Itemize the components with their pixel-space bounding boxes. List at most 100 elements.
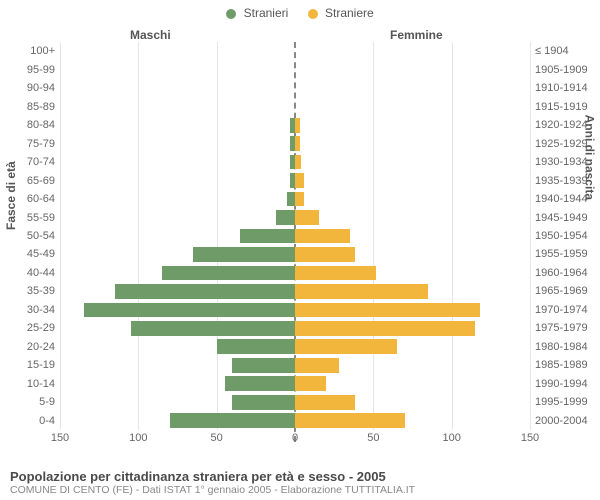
bar-female: [295, 247, 355, 262]
birth-year-label: 1980-1984: [535, 341, 598, 353]
pyramid-row: 40-441960-1964: [60, 264, 530, 282]
bar-female: [295, 210, 319, 225]
pyramid-row: 35-391965-1969: [60, 282, 530, 300]
plot-area: 100+≤ 190495-991905-190990-941910-191485…: [60, 42, 530, 442]
column-label-female: Femmine: [390, 28, 443, 42]
age-group-label: 20-24: [10, 341, 55, 353]
bar-female: [295, 266, 376, 281]
bar-female: [295, 413, 405, 428]
birth-year-label: 1960-1964: [535, 267, 598, 279]
legend-item-female: Straniere: [308, 6, 374, 20]
bar-male: [193, 247, 295, 262]
birth-year-label: 1970-1974: [535, 304, 598, 316]
legend-swatch-male: [226, 9, 236, 19]
bar-female: [295, 339, 397, 354]
bar-male: [225, 376, 296, 391]
pyramid-row: 0-42000-2004: [60, 412, 530, 430]
legend-label-male: Stranieri: [244, 6, 289, 20]
birth-year-label: 1935-1939: [535, 175, 598, 187]
pyramid-row: 15-191985-1989: [60, 356, 530, 374]
chart-title: Popolazione per cittadinanza straniera p…: [10, 469, 590, 484]
age-group-label: 75-79: [10, 138, 55, 150]
birth-year-label: 1990-1994: [535, 378, 598, 390]
birth-year-label: 1940-1944: [535, 193, 598, 205]
pyramid-row: 10-141990-1994: [60, 375, 530, 393]
age-group-label: 50-54: [10, 230, 55, 242]
birth-year-label: 1945-1949: [535, 212, 598, 224]
pyramid-rows: 100+≤ 190495-991905-190990-941910-191485…: [60, 42, 530, 430]
birth-year-label: 1965-1969: [535, 285, 598, 297]
bar-female: [295, 321, 475, 336]
bar-female: [295, 173, 304, 188]
age-group-label: 85-89: [10, 101, 55, 113]
pyramid-row: 30-341970-1974: [60, 301, 530, 319]
birth-year-label: 1975-1979: [535, 322, 598, 334]
legend-item-male: Stranieri: [226, 6, 288, 20]
pyramid-row: 45-491955-1959: [60, 245, 530, 263]
x-tick-left: 150: [51, 432, 69, 444]
pyramid-row: 25-291975-1979: [60, 319, 530, 337]
x-tick-left: 100: [129, 432, 147, 444]
pyramid-row: 5-91995-1999: [60, 393, 530, 411]
age-group-label: 65-69: [10, 175, 55, 187]
bar-male: [115, 284, 295, 299]
pyramid-row: 100+≤ 1904: [60, 42, 530, 60]
bar-female: [295, 358, 339, 373]
age-group-label: 55-59: [10, 212, 55, 224]
bar-female: [295, 192, 304, 207]
population-pyramid-chart: Stranieri Straniere Maschi Femmine Fasce…: [0, 0, 600, 500]
birth-year-label: 1905-1909: [535, 64, 598, 76]
bar-female: [295, 284, 428, 299]
bar-female: [295, 136, 300, 151]
bar-female: [295, 395, 355, 410]
age-group-label: 35-39: [10, 285, 55, 297]
x-tick-right: 150: [521, 432, 539, 444]
age-group-label: 95-99: [10, 64, 55, 76]
bar-female: [295, 303, 480, 318]
birth-year-label: ≤ 1904: [535, 45, 598, 57]
age-group-label: 0-4: [10, 415, 55, 427]
bar-female: [295, 229, 350, 244]
pyramid-row: 65-691935-1939: [60, 171, 530, 189]
age-group-label: 25-29: [10, 322, 55, 334]
bar-male: [287, 192, 295, 207]
age-group-label: 70-74: [10, 156, 55, 168]
bar-male: [276, 210, 295, 225]
birth-year-label: 1915-1919: [535, 101, 598, 113]
pyramid-row: 80-841920-1924: [60, 116, 530, 134]
bar-male: [232, 395, 295, 410]
x-tick-right: 100: [442, 432, 460, 444]
legend-label-female: Straniere: [325, 6, 374, 20]
bar-male: [131, 321, 296, 336]
pyramid-row: 75-791925-1929: [60, 134, 530, 152]
pyramid-row: 95-991905-1909: [60, 60, 530, 78]
legend: Stranieri Straniere: [0, 6, 600, 20]
pyramid-row: 50-541950-1954: [60, 227, 530, 245]
pyramid-row: 90-941910-1914: [60, 79, 530, 97]
x-tick-left: 0: [292, 432, 298, 444]
bar-male: [217, 339, 295, 354]
age-group-label: 40-44: [10, 267, 55, 279]
bar-female: [295, 155, 301, 170]
age-group-label: 100+: [10, 45, 55, 57]
age-group-label: 60-64: [10, 193, 55, 205]
age-group-label: 5-9: [10, 396, 55, 408]
age-group-label: 30-34: [10, 304, 55, 316]
birth-year-label: 1920-1924: [535, 119, 598, 131]
gridline: [530, 42, 531, 430]
bar-male: [162, 266, 295, 281]
birth-year-label: 1950-1954: [535, 230, 598, 242]
age-group-label: 80-84: [10, 119, 55, 131]
birth-year-label: 1995-1999: [535, 396, 598, 408]
column-label-male: Maschi: [130, 28, 171, 42]
birth-year-label: 1910-1914: [535, 82, 598, 94]
pyramid-row: 85-891915-1919: [60, 97, 530, 115]
pyramid-row: 20-241980-1984: [60, 338, 530, 356]
legend-swatch-female: [308, 9, 318, 19]
bar-male: [240, 229, 295, 244]
pyramid-row: 60-641940-1944: [60, 190, 530, 208]
bar-male: [170, 413, 295, 428]
pyramid-row: 55-591945-1949: [60, 208, 530, 226]
birth-year-label: 1925-1929: [535, 138, 598, 150]
birth-year-label: 1955-1959: [535, 248, 598, 260]
